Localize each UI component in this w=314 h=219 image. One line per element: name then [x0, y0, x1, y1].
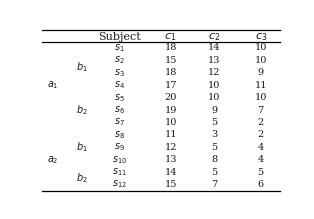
Text: 7: 7 [211, 180, 218, 189]
Text: $\mathit{s}_{12}$: $\mathit{s}_{12}$ [112, 178, 127, 190]
Text: 4: 4 [257, 155, 264, 164]
Text: 10: 10 [255, 93, 267, 102]
Text: 10: 10 [208, 93, 221, 102]
Text: $\mathit{s}_1$: $\mathit{s}_1$ [114, 42, 125, 54]
Text: $\mathit{s}_5$: $\mathit{s}_5$ [114, 92, 125, 104]
Text: 2: 2 [257, 118, 264, 127]
Text: $\mathit{b}_2$: $\mathit{b}_2$ [76, 103, 88, 117]
Text: 3: 3 [211, 130, 218, 139]
Text: $\mathit{a}_2$: $\mathit{a}_2$ [47, 154, 58, 166]
Text: 13: 13 [208, 56, 221, 65]
Text: 12: 12 [165, 143, 177, 152]
Text: $\mathit{s}_3$: $\mathit{s}_3$ [114, 67, 125, 79]
Text: Subject: Subject [98, 32, 141, 42]
Text: 18: 18 [165, 44, 177, 53]
Text: $\mathit{s}_7$: $\mathit{s}_7$ [114, 117, 125, 128]
Text: 11: 11 [254, 81, 267, 90]
Text: 5: 5 [211, 118, 218, 127]
Text: $\mathit{c}_1$: $\mathit{c}_1$ [165, 31, 177, 43]
Text: 9: 9 [211, 106, 218, 115]
Text: 7: 7 [257, 106, 264, 115]
Text: 5: 5 [211, 143, 218, 152]
Text: $\mathit{a}_1$: $\mathit{a}_1$ [47, 79, 58, 91]
Text: 10: 10 [208, 81, 221, 90]
Text: 4: 4 [257, 143, 264, 152]
Text: 10: 10 [255, 44, 267, 53]
Text: 19: 19 [165, 106, 177, 115]
Text: 6: 6 [257, 180, 264, 189]
Text: $\mathit{s}_6$: $\mathit{s}_6$ [114, 104, 125, 116]
Text: 15: 15 [165, 180, 177, 189]
Text: 13: 13 [165, 155, 177, 164]
Text: 8: 8 [211, 155, 218, 164]
Text: $\mathit{b}_2$: $\mathit{b}_2$ [76, 171, 88, 185]
Text: $\mathit{s}_2$: $\mathit{s}_2$ [114, 55, 125, 66]
Text: 15: 15 [165, 56, 177, 65]
Text: 20: 20 [165, 93, 177, 102]
Text: $\mathit{c}_2$: $\mathit{c}_2$ [208, 31, 221, 43]
Text: $\mathit{b}_1$: $\mathit{b}_1$ [76, 60, 88, 74]
Text: 2: 2 [257, 130, 264, 139]
Text: $\mathit{b}_1$: $\mathit{b}_1$ [76, 140, 88, 154]
Text: 18: 18 [165, 68, 177, 77]
Text: $\mathit{s}_{11}$: $\mathit{s}_{11}$ [112, 166, 127, 178]
Text: $\mathit{c}_3$: $\mathit{c}_3$ [255, 31, 267, 43]
Text: $\mathit{s}_4$: $\mathit{s}_4$ [114, 79, 125, 91]
Text: 17: 17 [165, 81, 177, 90]
Text: $\mathit{s}_9$: $\mathit{s}_9$ [114, 141, 125, 153]
Text: $\mathit{s}_8$: $\mathit{s}_8$ [114, 129, 125, 141]
Text: 12: 12 [208, 68, 221, 77]
Text: $\mathit{s}_{10}$: $\mathit{s}_{10}$ [112, 154, 127, 166]
Text: 11: 11 [165, 130, 177, 139]
Text: 9: 9 [257, 68, 264, 77]
Text: 5: 5 [257, 168, 264, 177]
Text: 14: 14 [165, 168, 177, 177]
Text: 10: 10 [255, 56, 267, 65]
Text: 10: 10 [165, 118, 177, 127]
Text: 14: 14 [208, 44, 221, 53]
Text: 5: 5 [211, 168, 218, 177]
